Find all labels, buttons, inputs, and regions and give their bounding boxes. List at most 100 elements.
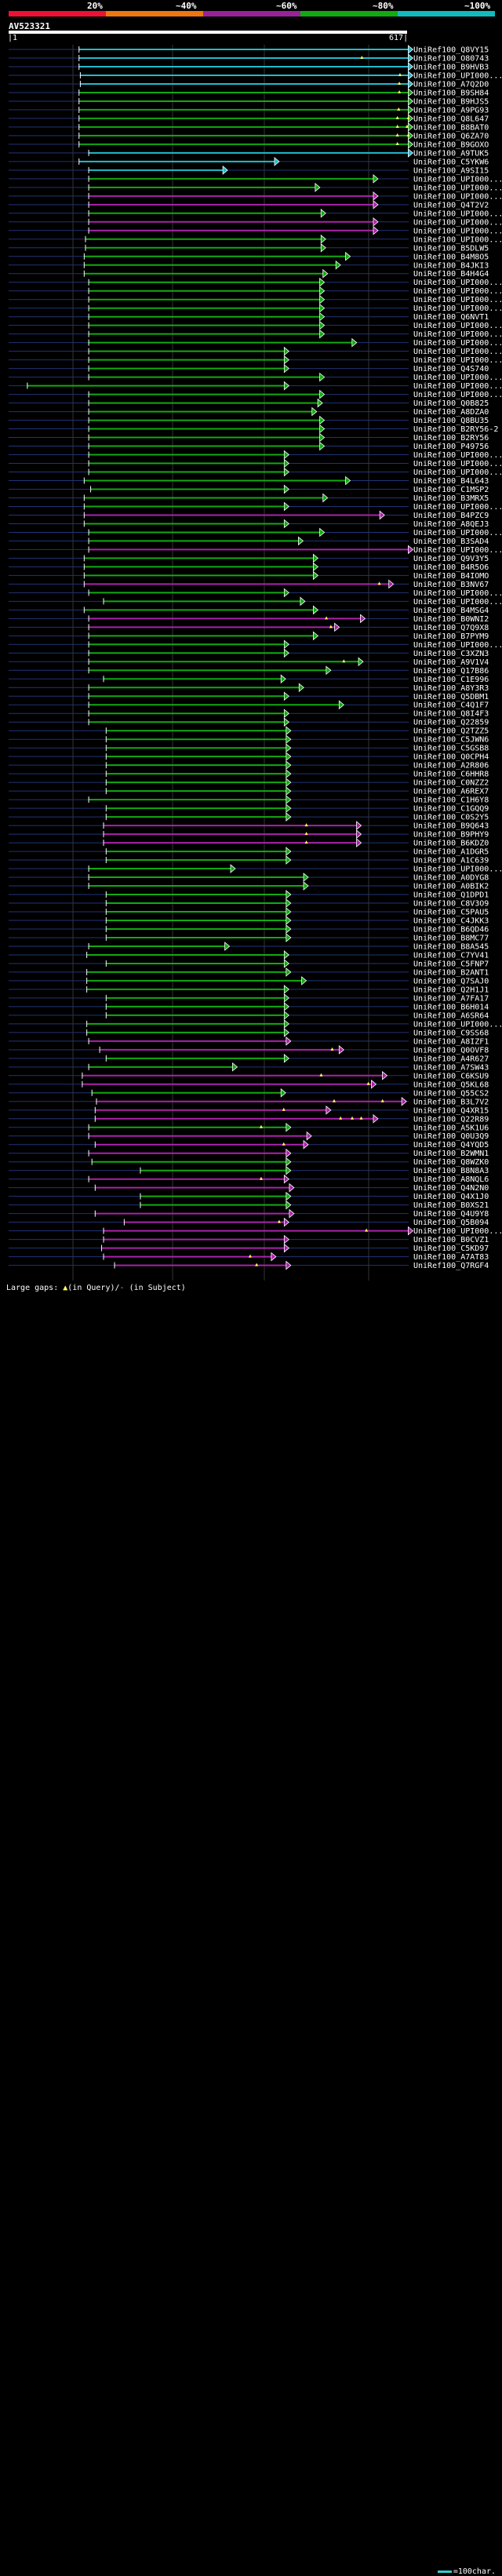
- hit-label: UniRef100_Q0B825: [413, 399, 489, 408]
- hit-arrowhead: [358, 657, 364, 667]
- query-gap-marker: [329, 625, 333, 629]
- hit-arrowhead: [322, 268, 329, 279]
- hit-arrowhead: [280, 1088, 286, 1098]
- hit-label: UniRef100_A7AT83: [413, 1253, 489, 1262]
- hit-arrowhead: [283, 717, 289, 727]
- hit-label: UniRef100_Q22859: [413, 719, 489, 727]
- hit-label: UniRef100_Q22R89: [413, 1115, 489, 1124]
- hit-label: UniRef100_B2RY56-2: [413, 425, 498, 434]
- hit-label: UniRef100_UPI000...: [413, 330, 502, 339]
- query-gap-marker: [277, 1219, 281, 1223]
- query-gap-marker: [259, 1176, 263, 1180]
- hit-label: UniRef100_Q6ZA70: [413, 132, 489, 140]
- hit-label: UniRef100_Q4U9Y8: [413, 1210, 489, 1219]
- hit-arrowhead: [286, 890, 292, 899]
- hit-label: UniRef100_C5KD97: [413, 1244, 489, 1253]
- hit-label: UniRef100_UPI000...: [413, 235, 502, 244]
- hit-arrowhead: [283, 985, 289, 994]
- hit-arrowhead: [326, 1105, 332, 1115]
- hit-label: UniRef100_Q0OVF8: [413, 1046, 489, 1055]
- hit-label: UniRef100_B8MC77: [413, 934, 489, 942]
- hit-label: UniRef100_A4R627: [413, 1055, 489, 1063]
- scale-label: =100char.: [453, 2567, 496, 2576]
- hit-label: UniRef100_B9HVB3: [413, 63, 489, 71]
- hit-label: UniRef100_Q8I4F3: [413, 710, 489, 719]
- percent-label-100: ~100%: [464, 1, 491, 11]
- hit-arrowhead: [401, 1096, 407, 1106]
- hit-label: UniRef100_A7Q2D0: [413, 80, 489, 89]
- hit-arrowhead: [283, 993, 289, 1003]
- hit-label: UniRef100_C5PAU5: [413, 909, 489, 917]
- hit-label: UniRef100_A7FA17: [413, 994, 489, 1003]
- query-gap-marker: [255, 1262, 259, 1266]
- hit-arrowhead: [373, 1113, 379, 1124]
- query-gap-marker: [332, 1099, 336, 1102]
- hit-arrowhead: [274, 157, 280, 166]
- hit-label: UniRef100_UPI000...: [413, 391, 502, 399]
- hit-arrowhead: [224, 942, 231, 951]
- hit-arrowhead: [319, 432, 326, 443]
- hit-label: UniRef100_A1C639: [413, 857, 489, 865]
- hit-label: UniRef100_Q9V3Y5: [413, 555, 489, 563]
- query-gap-marker: [395, 115, 399, 119]
- hit-label: UniRef100_C3XZN3: [413, 650, 489, 658]
- hit-label: UniRef100_Q4XR15: [413, 1106, 489, 1115]
- query-gap-marker: [330, 1047, 334, 1051]
- hit-label: UniRef100_C5YKW6: [413, 158, 489, 166]
- hit-label: UniRef100_B8A545: [413, 942, 489, 951]
- hit-arrowhead: [283, 346, 289, 356]
- hit-arrowhead: [222, 166, 228, 175]
- hit-arrowhead: [283, 709, 289, 719]
- hit-label: UniRef100_B9SH84: [413, 89, 489, 97]
- hit-label: UniRef100_O80743: [413, 54, 489, 63]
- hit-arrowhead: [371, 1079, 377, 1089]
- query-gap-marker: [395, 141, 399, 145]
- hit-arrowhead: [283, 950, 289, 960]
- query-gap-marker: [398, 89, 402, 93]
- hit-arrowhead: [311, 406, 318, 417]
- hit-label: UniRef100_A2R806: [413, 762, 489, 771]
- hit-arrowhead: [388, 579, 395, 589]
- hit-label: UniRef100_A8DZA0: [413, 408, 489, 417]
- hit-arrowhead: [286, 812, 292, 822]
- alignment-plot: UniRef100_Q8VY15 UniRef100_O80743 UniRef10…: [9, 45, 502, 1281]
- query-id: AV523321: [9, 21, 50, 31]
- hit-arrowhead: [286, 1200, 292, 1210]
- hit-arrowhead: [306, 1131, 312, 1141]
- hit-arrowhead: [319, 372, 326, 382]
- hit-label: UniRef100_A5K1U6: [413, 1124, 489, 1132]
- hit-arrowhead: [298, 683, 304, 693]
- scale-bar-icon: [437, 2570, 452, 2573]
- hit-arrowhead: [283, 1234, 289, 1244]
- hit-label: UniRef100_A8NQL6: [413, 1175, 489, 1184]
- hit-label: UniRef100_UPI000...: [413, 503, 502, 512]
- gap-legend: Large gaps: ▲(in Query)/- (in Subject) =…: [6, 1284, 500, 2576]
- hit-arrowhead: [319, 441, 326, 451]
- query-gap-icon: ▲: [63, 1284, 68, 1292]
- hit-label: UniRef100_UPI000...: [413, 468, 502, 477]
- query-gap-marker: [380, 1099, 384, 1102]
- query-gap-marker: [339, 1116, 343, 1120]
- query-gap-marker: [406, 115, 410, 119]
- hit-label: UniRef100_B6H014: [413, 1003, 489, 1011]
- hit-label: UniRef100_Q17B86: [413, 667, 489, 676]
- hit-label: UniRef100_UPI000...: [413, 192, 502, 201]
- hit-arrowhead: [286, 933, 292, 942]
- scale-segment-20: [9, 11, 106, 16]
- hit-label: UniRef100_A8QEJ3: [413, 520, 489, 529]
- hit-label: UniRef100_P49756: [413, 443, 489, 451]
- hit-arrowhead: [300, 596, 306, 607]
- hit-arrowhead: [408, 45, 414, 54]
- hit-arrowhead: [283, 691, 289, 701]
- hit-label: UniRef100_UPI000...: [413, 339, 502, 348]
- hit-label: UniRef100_UPI000...: [413, 589, 502, 598]
- hit-label: UniRef100_B4R5O6: [413, 563, 489, 572]
- percent-label-60: ~60%: [276, 1, 297, 11]
- hit-label: UniRef100_A9PG93: [413, 106, 489, 115]
- hit-arrowhead: [286, 760, 292, 771]
- hit-arrowhead: [286, 907, 292, 916]
- percent-label-40: ~40%: [176, 1, 197, 11]
- scale-segment-60: [203, 11, 300, 16]
- hit-label: UniRef100_B6KDZ0: [413, 840, 489, 848]
- query-gap-marker: [398, 81, 402, 85]
